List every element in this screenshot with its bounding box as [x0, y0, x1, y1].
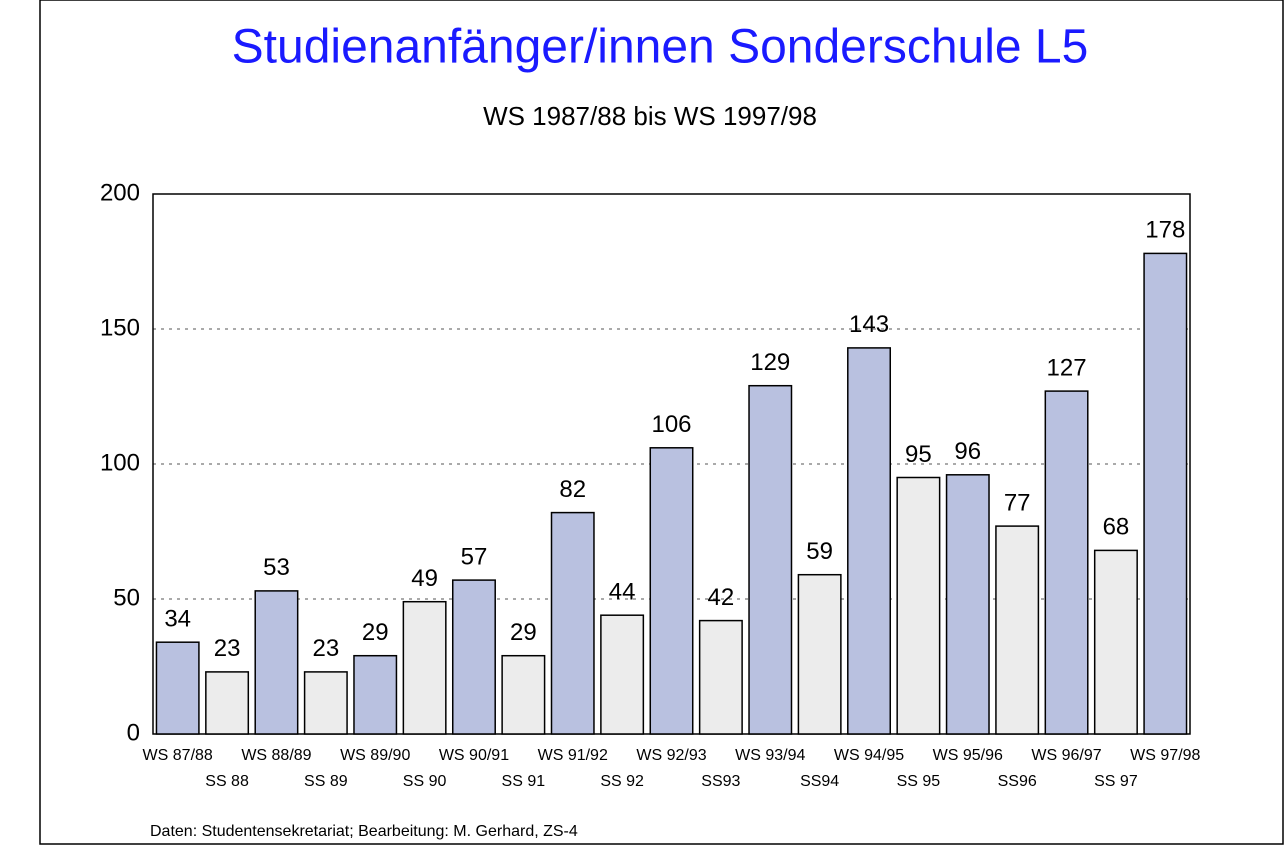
value-label: 77	[1004, 489, 1031, 516]
x-tick-label: WS 96/97	[1031, 747, 1101, 764]
x-tick-label: WS 92/93	[636, 747, 706, 764]
x-tick-label: WS 90/91	[439, 747, 509, 764]
value-label: 23	[214, 635, 241, 662]
bar	[1093, 549, 1138, 735]
value-label: 53	[263, 554, 290, 581]
value-label: 44	[609, 579, 636, 606]
x-tick-label: WS 89/90	[340, 747, 410, 764]
x-tick-label: SS96	[998, 773, 1037, 790]
bar	[797, 573, 842, 735]
value-label: 57	[461, 543, 488, 570]
frame	[39, 0, 1284, 845]
value-label: 95	[905, 441, 932, 468]
x-tick-label: WS 88/89	[241, 747, 311, 764]
x-tick-label: SS 92	[600, 773, 644, 790]
value-label: 68	[1103, 514, 1130, 541]
value-label: 42	[708, 584, 735, 611]
value-label: 49	[411, 565, 438, 592]
bar	[945, 474, 990, 735]
x-tick-label: SS 90	[403, 773, 447, 790]
bar	[847, 347, 892, 735]
x-tick-label: WS 97/98	[1130, 747, 1200, 764]
x-tick-label: WS 95/96	[933, 747, 1003, 764]
value-label: 96	[954, 438, 981, 465]
chart-title: Studienanfänger/innen Sonderschule L5	[232, 21, 1089, 74]
bar	[550, 511, 595, 735]
bar	[205, 671, 250, 735]
bar	[353, 654, 398, 735]
x-tick-label: SS 91	[502, 773, 546, 790]
bar	[1044, 390, 1089, 735]
value-label: 82	[559, 476, 586, 503]
bar	[698, 619, 743, 735]
value-label: 106	[651, 411, 691, 438]
value-label: 129	[750, 349, 790, 376]
y-tick-label: 50	[113, 584, 140, 611]
value-label: 29	[362, 619, 389, 646]
bar	[748, 384, 793, 735]
bar	[254, 590, 299, 735]
bar	[600, 614, 645, 735]
x-tick-label: SS 95	[897, 773, 941, 790]
value-label: 34	[164, 606, 191, 633]
bar	[501, 654, 546, 735]
bar	[451, 579, 496, 735]
bar	[896, 476, 941, 735]
x-tick-label: SS 89	[304, 773, 348, 790]
y-tick-label: 100	[100, 449, 140, 476]
value-label: 127	[1047, 354, 1087, 381]
chart-subtitle: WS 1987/88 bis WS 1997/98	[483, 101, 817, 131]
source-note: Daten: Studentensekretariat; Bearbeitung…	[150, 823, 578, 840]
bar	[995, 525, 1040, 735]
bar	[155, 641, 200, 735]
bar	[1143, 252, 1188, 735]
x-tick-label: SS94	[800, 773, 839, 790]
x-tick-label: SS93	[701, 773, 740, 790]
y-tick-label: 0	[127, 719, 140, 746]
x-tick-label: WS 91/92	[538, 747, 608, 764]
value-label: 23	[312, 635, 339, 662]
value-label: 178	[1145, 217, 1185, 244]
x-tick-label: SS 97	[1094, 773, 1138, 790]
x-tick-label: WS 94/95	[834, 747, 904, 764]
x-tick-label: SS 88	[205, 773, 249, 790]
bar	[303, 671, 348, 735]
x-tick-label: WS 93/94	[735, 747, 805, 764]
bar	[649, 447, 694, 735]
y-tick-label: 200	[100, 179, 140, 206]
y-tick-label: 150	[100, 314, 140, 341]
value-label: 143	[849, 311, 889, 338]
x-tick-label: WS 87/88	[143, 747, 213, 764]
value-label: 59	[806, 538, 833, 565]
value-label: 29	[510, 619, 537, 646]
bar	[402, 600, 447, 735]
